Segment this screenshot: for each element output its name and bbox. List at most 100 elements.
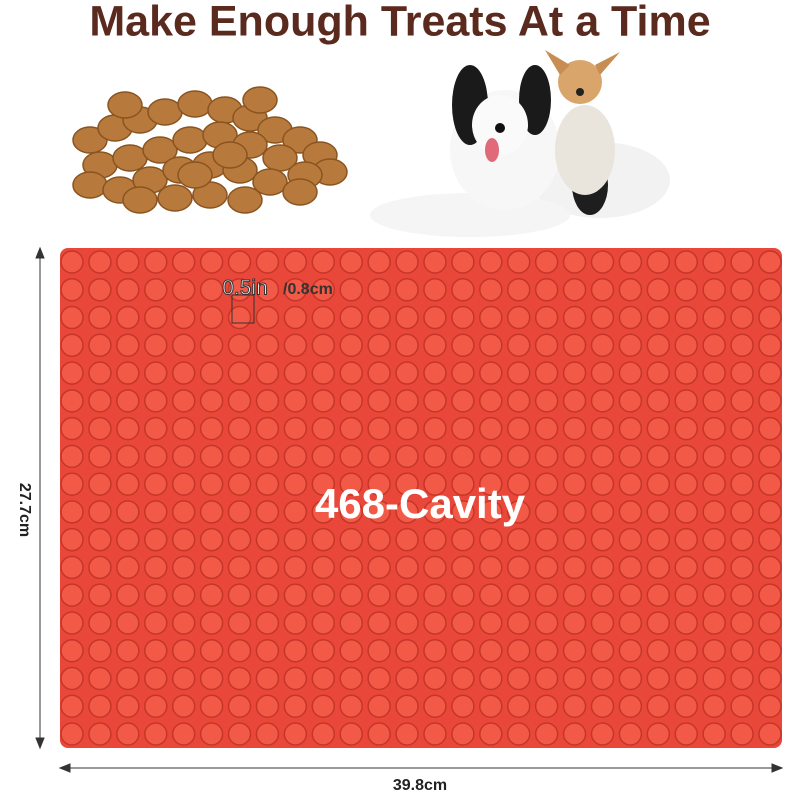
cavity [646, 583, 671, 607]
cavity [479, 305, 503, 330]
cavity [506, 472, 531, 496]
size-marker [231, 294, 255, 324]
cavity [479, 500, 503, 524]
cavity [423, 472, 447, 496]
cavity [646, 416, 671, 441]
cavity [590, 527, 615, 552]
cavity [88, 694, 112, 718]
cavity [311, 305, 336, 330]
cavity [171, 361, 196, 385]
cavity [227, 666, 252, 691]
cavity [618, 527, 643, 552]
cavity [758, 333, 782, 358]
cavity [88, 527, 112, 552]
cavity [479, 694, 503, 718]
cavity [506, 694, 531, 718]
cavity [367, 278, 391, 302]
cavity [116, 527, 140, 552]
cavity [395, 638, 419, 663]
cavity [730, 666, 754, 691]
cavity [646, 278, 671, 302]
cavity [171, 444, 196, 469]
cavity [479, 611, 503, 635]
cavity [451, 361, 475, 385]
cavity [674, 638, 698, 663]
cavity [479, 583, 503, 607]
cavity [479, 389, 503, 413]
cavity [562, 305, 587, 330]
dimension-lines [35, 246, 784, 773]
cavity [311, 361, 336, 385]
treat [142, 136, 178, 164]
cavity [255, 333, 280, 358]
cavity [451, 722, 475, 746]
cavity [227, 333, 252, 358]
cavity [674, 361, 698, 385]
width-label: 39.8cm [393, 777, 447, 794]
cavity [674, 583, 698, 607]
cavity [311, 333, 336, 358]
cavity [702, 250, 726, 274]
cavity [283, 694, 308, 718]
cavity [88, 444, 112, 469]
cavity [646, 250, 671, 274]
cavity [227, 361, 252, 385]
cavity [60, 278, 84, 302]
cavity [506, 611, 531, 635]
cavity [423, 389, 447, 413]
cavity [227, 722, 252, 746]
cavity [171, 472, 196, 496]
cavity [255, 722, 280, 746]
cavity [562, 278, 587, 302]
cavity [367, 389, 391, 413]
cavity [479, 333, 503, 358]
cavity [534, 305, 559, 330]
cavity [590, 638, 615, 663]
cavity [144, 666, 168, 691]
cavity [199, 500, 224, 524]
cavity [451, 472, 475, 496]
cavity [590, 666, 615, 691]
cavity [88, 250, 112, 274]
cavity [590, 500, 615, 524]
cavity [646, 555, 671, 580]
cavity [283, 250, 308, 274]
cavity [674, 278, 698, 302]
cavity [674, 500, 698, 524]
cavity [227, 611, 252, 635]
cavity [534, 694, 559, 718]
cavity [255, 389, 280, 413]
cavity [562, 611, 587, 635]
cavity [702, 527, 726, 552]
cavity [311, 500, 336, 524]
cavity [674, 666, 698, 691]
cavity [339, 500, 363, 524]
cavity [451, 638, 475, 663]
cavity [227, 527, 252, 552]
cavity [702, 500, 726, 524]
cavity [311, 666, 336, 691]
cavity [283, 472, 308, 496]
cavity [646, 361, 671, 385]
cavity [171, 666, 196, 691]
cavity [395, 305, 419, 330]
cavity [144, 333, 168, 358]
cavity [339, 389, 363, 413]
cavity [534, 583, 559, 607]
cavity [758, 694, 782, 718]
cavity [311, 527, 336, 552]
cavity [60, 666, 84, 691]
cavity [423, 611, 447, 635]
cavity [479, 555, 503, 580]
cavity [60, 250, 84, 274]
cavity [758, 527, 782, 552]
treat [252, 168, 288, 196]
cavity [395, 722, 419, 746]
cavity [144, 416, 168, 441]
cavity [758, 555, 782, 580]
cavity [674, 333, 698, 358]
cavity [451, 389, 475, 413]
cavity [311, 278, 336, 302]
cavity [534, 722, 559, 746]
cavity [590, 416, 615, 441]
